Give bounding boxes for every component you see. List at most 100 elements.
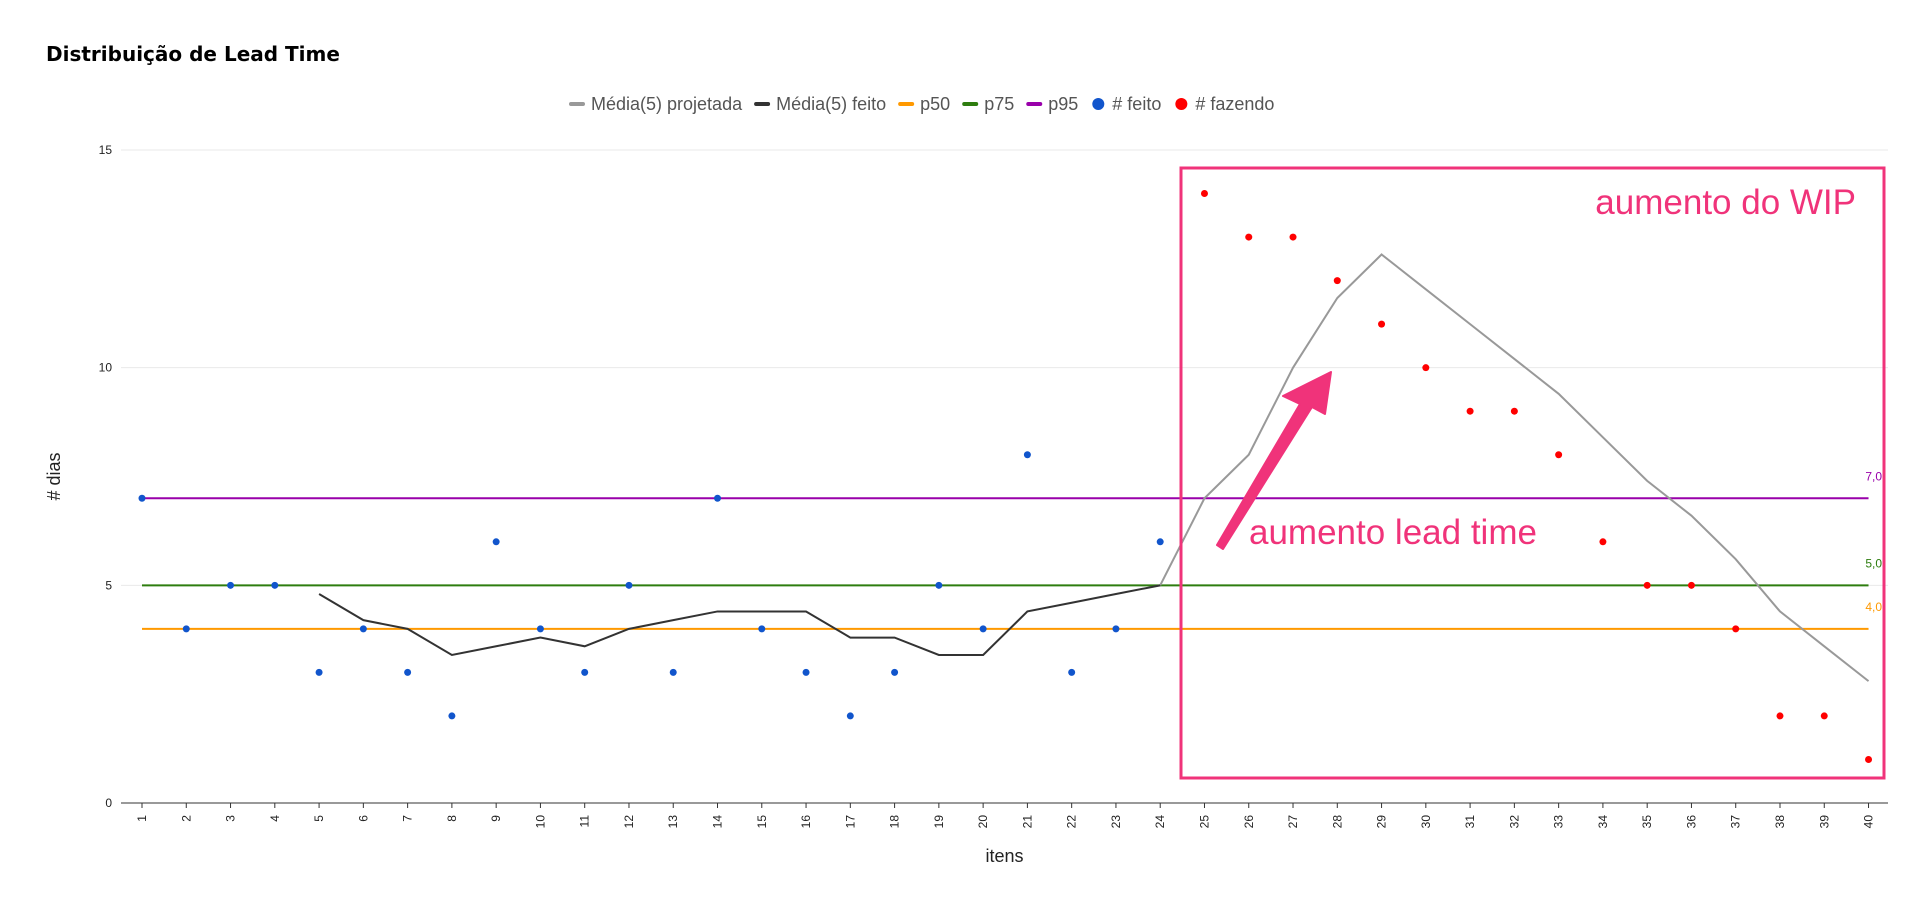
series-line-Média(5) feito [318,584,1161,657]
x-tick-label: 38 [1773,815,1787,829]
x-tick-label: 31 [1463,815,1477,829]
x-tick-label: 4 [268,815,282,822]
x-tick-label: 39 [1817,815,1831,829]
data-point [1732,625,1740,633]
x-tick-label: 11 [578,815,592,828]
annotations: aumento do WIP aumento lead time [1179,166,1886,780]
x-tick-label: 28 [1330,815,1344,829]
x-tick-label: 26 [1242,815,1256,829]
x-tick-label: 7 [401,815,415,822]
x-tick-label: 3 [224,815,238,822]
data-point [1200,190,1208,198]
x-tick-labels: 1 2 3 4 5 6 7 8 9 10 11 12 13 14 15 16 17 18 19 20 21 22 23 24 2… [135,815,1876,829]
y-tick-labels: 0 5 10 15 [99,143,113,810]
data-point [1333,277,1341,285]
x-tick-label: 35 [1640,815,1654,829]
chart-title: Distribuição de Lead Time [46,42,340,66]
legend-label: p50 [920,94,950,114]
x-tick-label: 21 [1020,815,1034,829]
x-tick-label: 8 [445,815,459,822]
series-layer [138,190,1873,763]
x-tick-label: 24 [1153,815,1167,829]
data-point [315,668,323,676]
axes [121,802,1888,808]
percentile-value-label: 4,0 [1865,600,1882,614]
data-point [1289,233,1297,241]
percentile-labels: 4,0 5,0 7,0 [1865,469,1882,614]
legend-label: p95 [1048,94,1078,114]
data-point [1378,320,1386,328]
x-tick-label: 37 [1729,815,1743,829]
x-tick-label: 32 [1507,815,1521,829]
data-point [1510,407,1518,415]
x-tick-label: 19 [932,815,946,829]
y-tick-label: 5 [105,578,112,592]
x-tick-label: 12 [622,815,636,829]
data-point [1687,581,1695,589]
data-point [758,625,766,633]
x-tick-label: 10 [533,815,547,829]
data-point [802,668,810,676]
legend-marker [1092,98,1105,110]
x-tick-label: 2 [179,815,193,822]
x-tick-label: 33 [1552,815,1566,829]
y-tick-label: 0 [105,796,112,810]
data-point [1112,625,1120,633]
percentile-value-label: 5,0 [1865,556,1882,570]
x-tick-label: 18 [888,815,902,829]
data-point [227,581,235,589]
data-point [138,494,146,502]
x-tick-label: 5 [312,815,326,822]
legend-label: # fazendo [1195,94,1274,114]
x-tick-label: 27 [1286,815,1300,829]
lead-time-arrow [1216,371,1332,550]
data-point [182,625,190,633]
data-point [714,494,722,502]
x-axis-label: itens [985,846,1023,866]
y-tick-label: 15 [99,143,113,157]
x-tick-label: 13 [666,815,680,829]
data-point [536,625,544,633]
data-point [448,712,456,720]
data-point [492,538,500,546]
x-tick-label: 23 [1109,815,1123,829]
percentile-value-label: 7,0 [1865,469,1882,483]
x-tick-label: 9 [489,815,503,822]
data-point [1555,451,1563,459]
x-tick-label: 34 [1596,815,1610,829]
data-point [625,581,633,589]
wip-box-label: aumento do WIP [1595,183,1856,222]
data-point [359,625,367,633]
data-point [1245,233,1253,241]
data-point [404,668,412,676]
data-point [1156,538,1164,546]
data-point [1422,364,1430,372]
x-tick-label: 25 [1197,815,1211,829]
data-point [1820,712,1828,720]
data-point [669,668,677,676]
x-tick-label: 16 [799,815,813,829]
data-point [1776,712,1784,720]
x-tick-label: 14 [711,815,725,829]
x-tick-label: 6 [356,815,370,822]
data-point [581,668,589,676]
data-point [1068,668,1076,676]
series-line-Média(5) projetada [1159,253,1870,682]
data-point [1643,581,1651,589]
legend-label: Média(5) projetada [591,94,743,114]
legend-label: # feito [1112,94,1161,114]
x-tick-label: 30 [1419,815,1433,829]
legend-label: p75 [984,94,1014,114]
data-point [979,625,987,633]
data-point [1466,407,1474,415]
data-point [271,581,279,589]
data-point [1023,451,1031,459]
x-tick-label: 36 [1684,815,1698,829]
x-tick-label: 1 [135,815,149,822]
data-point [1599,538,1607,546]
lead-time-arrow-label: aumento lead time [1249,513,1537,552]
data-point [935,581,943,589]
x-tick-label: 22 [1065,815,1079,829]
y-axis-label: # dias [44,452,64,500]
